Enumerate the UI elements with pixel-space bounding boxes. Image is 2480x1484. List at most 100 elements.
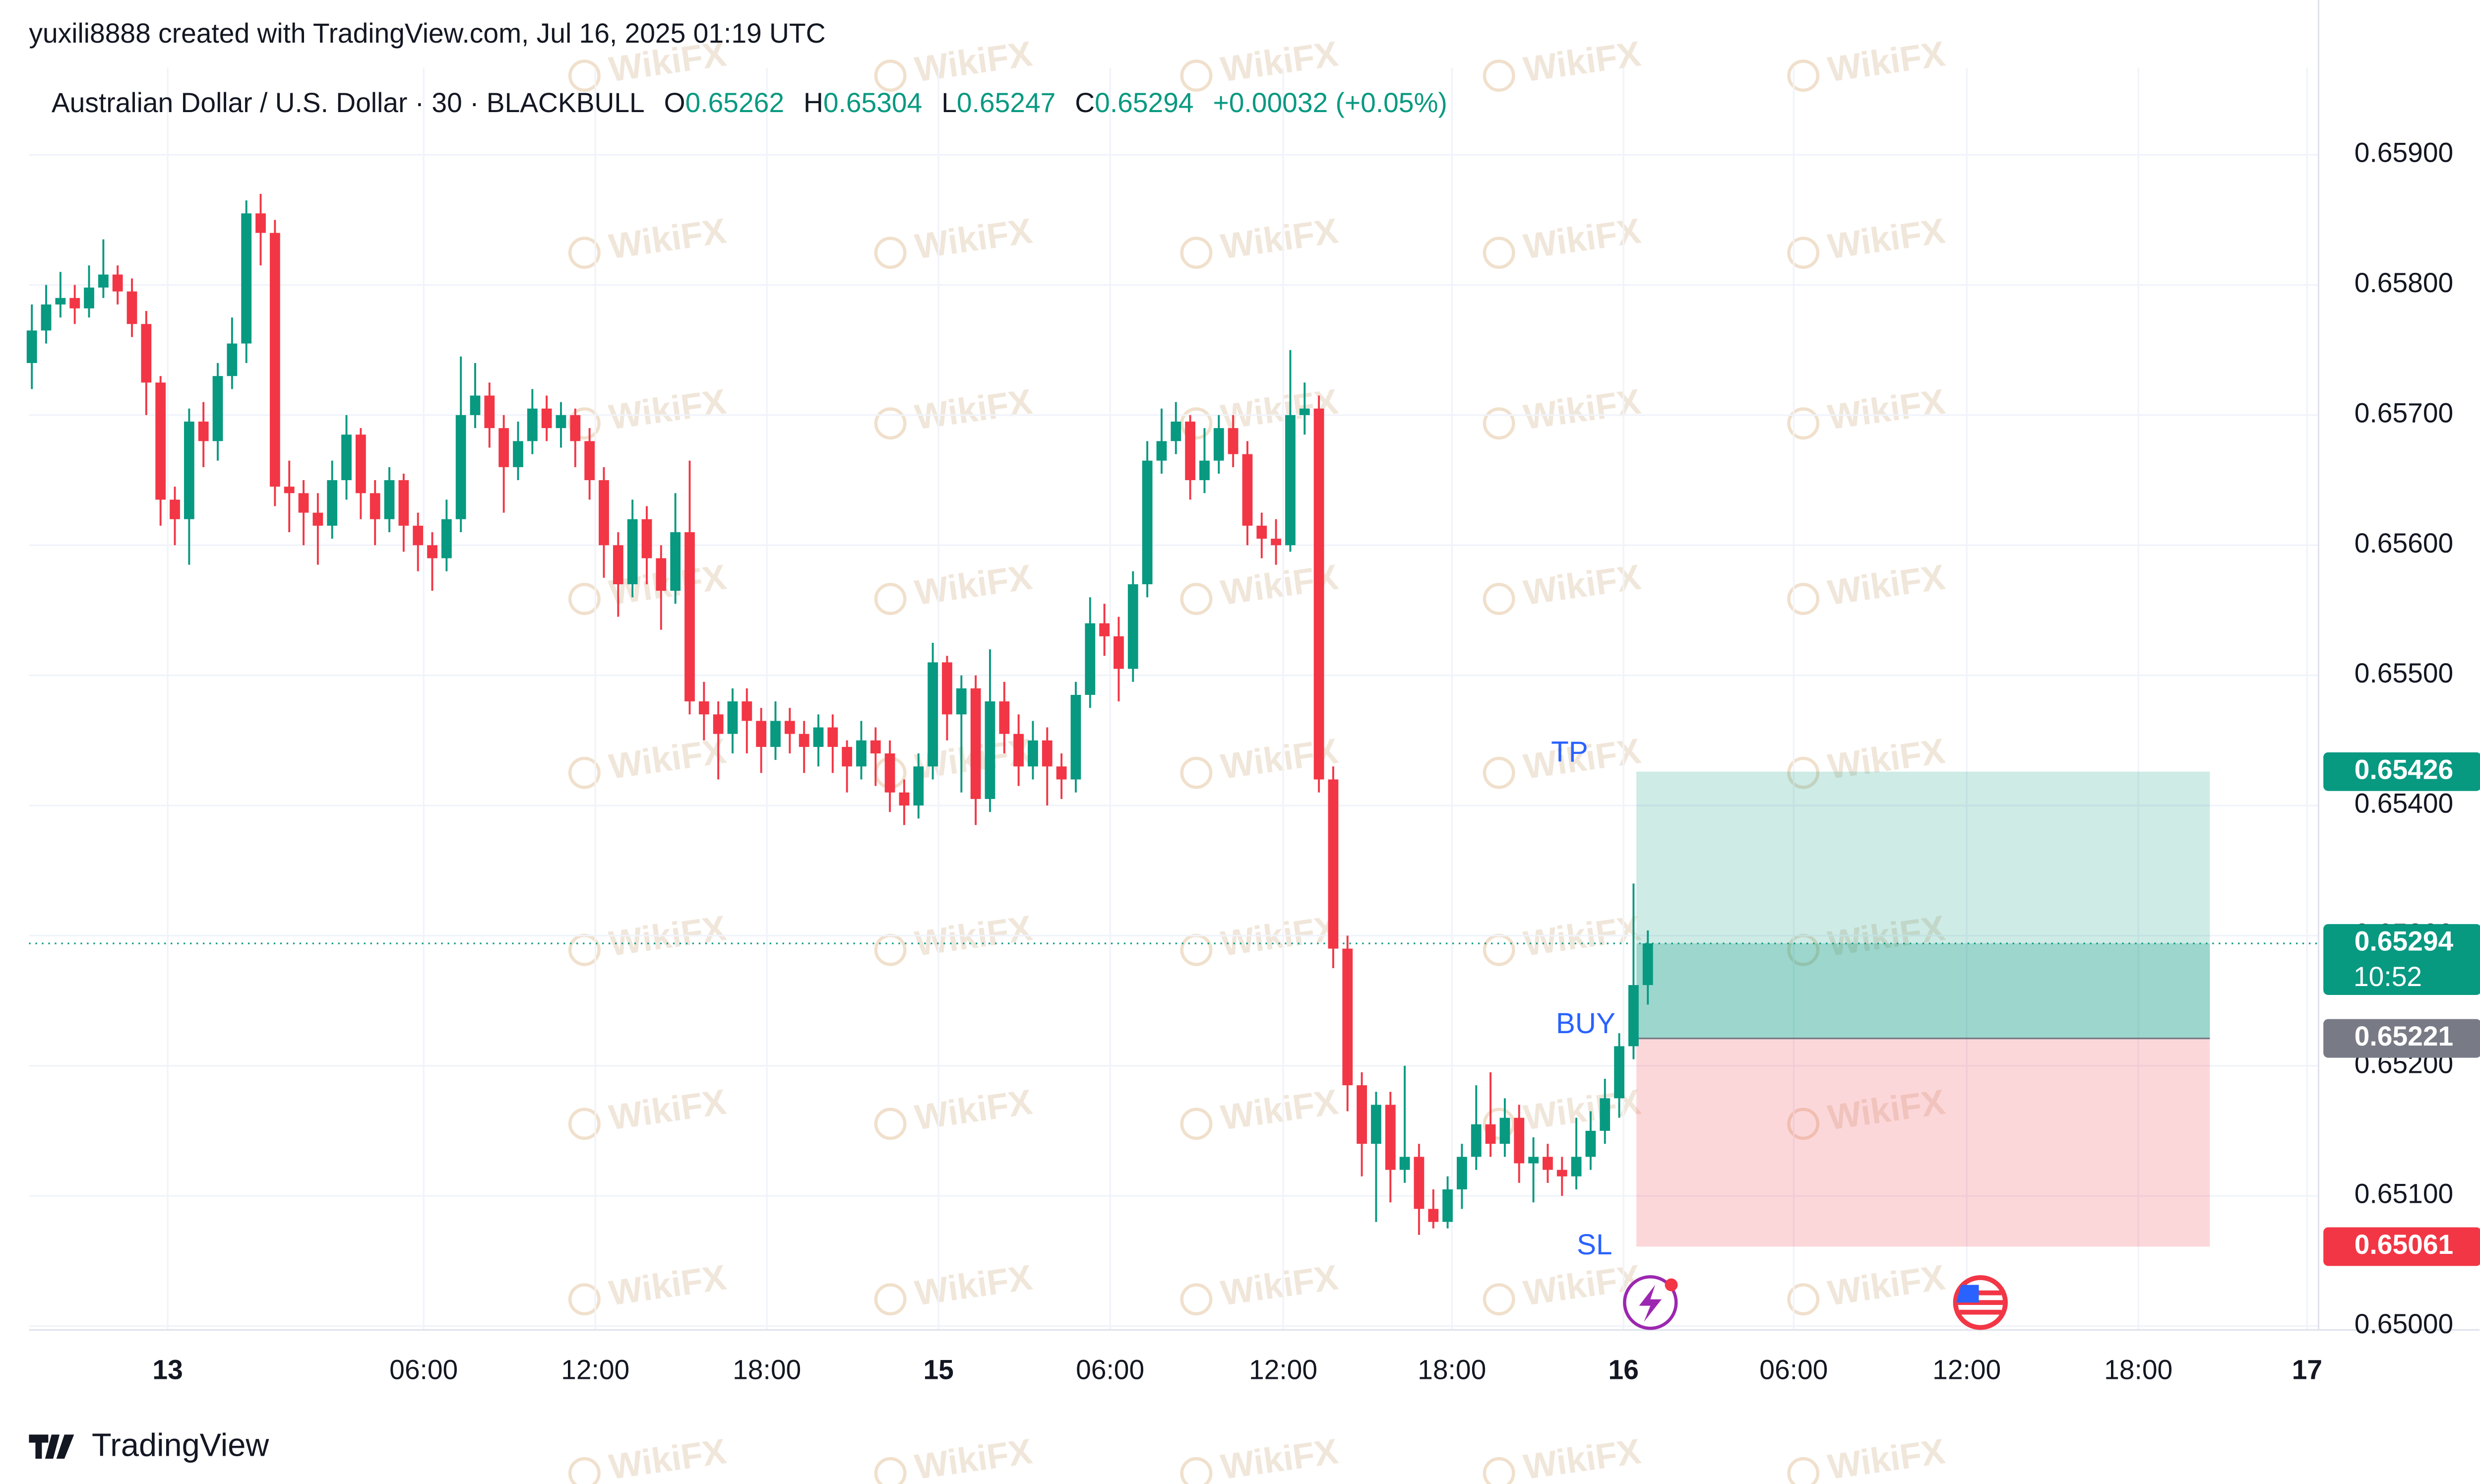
y-tick-label: 0.65500 — [2355, 658, 2453, 688]
candle-body — [999, 701, 1010, 734]
candle-body — [784, 721, 795, 734]
candle-body — [1556, 1170, 1567, 1176]
last-price-badge-text: 0.65294 — [2355, 926, 2454, 957]
candle-body — [212, 376, 223, 441]
y-tick-label: 0.65000 — [2355, 1308, 2453, 1339]
watermark-icon — [568, 60, 601, 92]
candle-body — [899, 792, 910, 805]
stop-loss-badge — [2323, 1227, 2480, 1266]
watermark-icon — [1787, 237, 1820, 269]
x-tick-label: 06:00 — [389, 1354, 458, 1385]
candle-body — [527, 408, 538, 441]
candle-body — [1028, 740, 1038, 767]
entry-badge-text: 0.65221 — [2355, 1021, 2453, 1051]
candle-body — [641, 519, 652, 558]
candle-body — [727, 701, 738, 734]
watermark-icon — [568, 756, 601, 789]
watermark-icon — [874, 1108, 907, 1140]
candle-body — [1628, 985, 1639, 1047]
candle-body — [670, 532, 681, 591]
x-tick-label: 18:00 — [1418, 1354, 1486, 1385]
candle-body — [112, 274, 123, 292]
candle-body — [570, 415, 581, 441]
candle-body — [813, 727, 824, 747]
candle-body — [1600, 1098, 1611, 1131]
candle-body — [498, 428, 509, 467]
watermark-icon — [874, 1457, 907, 1484]
watermark-icon — [1787, 1108, 1820, 1140]
candle-body — [1442, 1189, 1453, 1222]
candle-body — [985, 701, 995, 799]
x-tick-label: 15 — [923, 1354, 953, 1385]
candle-body — [698, 701, 709, 715]
candle-body — [599, 480, 609, 546]
candle-body — [141, 324, 152, 383]
candle-body — [1543, 1157, 1553, 1170]
candle-body — [170, 499, 180, 519]
candle-body — [126, 291, 137, 324]
flash-icon — [1623, 1275, 1678, 1330]
watermark-icon — [1180, 583, 1213, 616]
candle-body — [441, 519, 452, 558]
candle-body — [1371, 1105, 1381, 1144]
candle-body — [942, 662, 952, 715]
watermark-icon — [1787, 1283, 1820, 1316]
x-tick-label: 13 — [152, 1354, 183, 1385]
candle-body — [1528, 1157, 1539, 1164]
candle-body — [1256, 525, 1267, 539]
candle-body — [1357, 1085, 1367, 1144]
candle-body — [584, 441, 595, 481]
candle-body — [1299, 408, 1310, 415]
candle-body — [627, 519, 638, 584]
candle-body — [398, 480, 409, 526]
watermark-icon — [1180, 756, 1213, 789]
candle-body — [1114, 636, 1124, 669]
x-tick-label: 12:00 — [561, 1354, 629, 1385]
candle-body — [913, 766, 924, 805]
candle-body — [1328, 779, 1339, 949]
x-tick-label: 06:00 — [1759, 1354, 1828, 1385]
candle-body — [98, 274, 109, 288]
candle-body — [1042, 740, 1053, 767]
candle-body — [1313, 408, 1324, 780]
ohlc-value: 0.65247 — [957, 87, 1055, 118]
watermark-icon — [568, 237, 601, 269]
sl-label: SL — [1577, 1229, 1612, 1261]
candle-body — [84, 287, 94, 309]
candle-body — [1199, 460, 1210, 481]
candle-body — [1171, 421, 1181, 441]
watermark-icon — [1483, 583, 1515, 616]
candle-body — [470, 395, 481, 415]
x-tick-label: 18:00 — [2104, 1354, 2172, 1385]
ohlc-letter: C — [1075, 87, 1095, 118]
candle-body — [1457, 1157, 1467, 1189]
watermark-icon — [1180, 60, 1213, 92]
candle-body — [55, 298, 66, 305]
candle-body — [1185, 421, 1195, 481]
watermark-icon — [874, 60, 907, 92]
candle-body — [184, 421, 194, 519]
candle-body — [1614, 1046, 1624, 1099]
watermark-icon — [1483, 1283, 1515, 1316]
stop-loss-badge-text: 0.65061 — [2355, 1229, 2453, 1260]
watermark-icon — [1180, 1108, 1213, 1140]
tp-label: TP — [1551, 736, 1588, 768]
ohlc-letter: L — [941, 87, 957, 118]
watermark-icon — [1180, 407, 1213, 440]
candle-body — [742, 701, 752, 721]
legend: Australian Dollar / U.S. Dollar · 30 · B… — [52, 87, 1447, 118]
candle-body — [1056, 766, 1067, 780]
x-tick-label: 18:00 — [733, 1354, 801, 1385]
candle-body — [312, 512, 323, 526]
y-tick-label: 0.65800 — [2355, 267, 2453, 298]
candle-body — [41, 304, 52, 331]
x-tick-label: 12:00 — [1249, 1354, 1317, 1385]
last-price-badge — [2323, 924, 2480, 995]
watermark-icon — [1787, 583, 1820, 616]
watermark-icon — [1483, 60, 1515, 92]
candle-body — [684, 532, 695, 702]
take-profit-badge — [2323, 752, 2480, 791]
entry-label: BUY — [1556, 1007, 1615, 1040]
candle-body — [1099, 623, 1110, 636]
